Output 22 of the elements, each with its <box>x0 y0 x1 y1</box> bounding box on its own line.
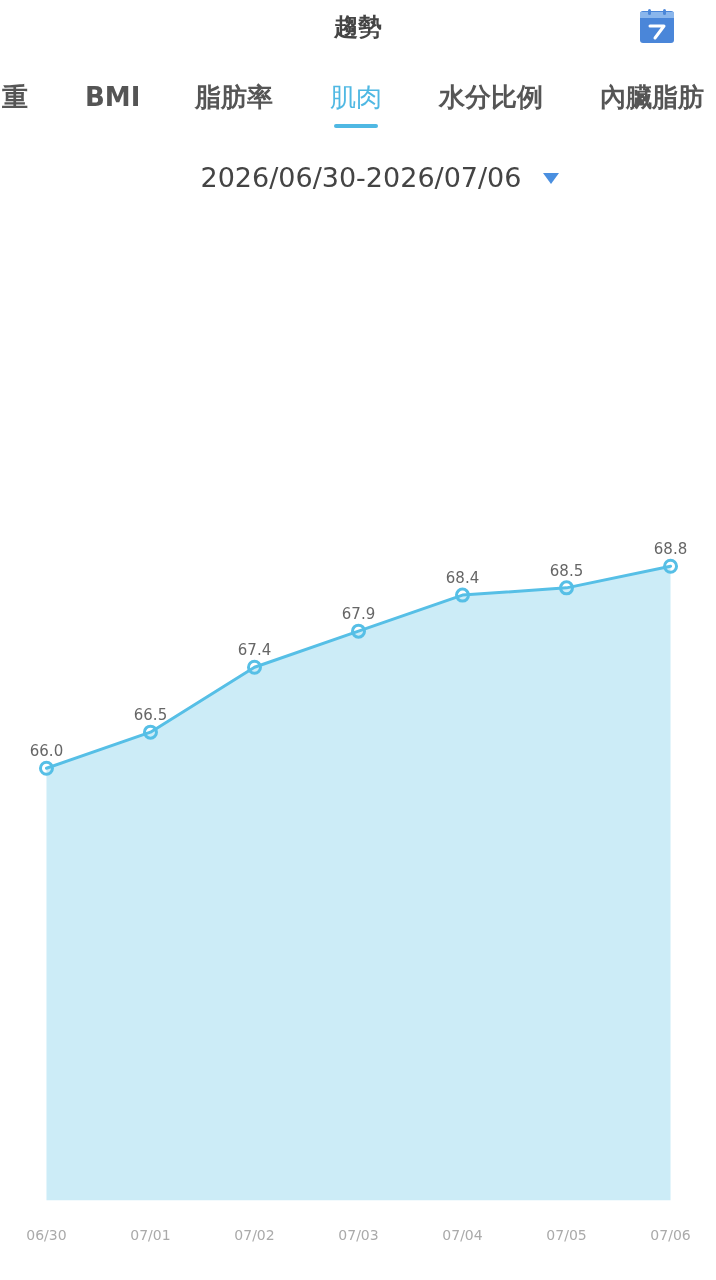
x-tick-label: 07/04 <box>442 1226 483 1243</box>
x-tick-label: 07/02 <box>234 1226 275 1243</box>
data-label: 66.5 <box>133 706 168 725</box>
data-label: 68.4 <box>445 569 480 588</box>
x-tick-label: 07/03 <box>338 1226 379 1243</box>
text: 內臟脂肪 <box>600 81 704 114</box>
chart-title: 趨勢 <box>333 12 383 43</box>
data-label: 68.8 <box>653 540 688 559</box>
text: 脂肪率 <box>195 81 273 114</box>
text: 肌肉 <box>330 81 382 114</box>
data-label: 66.0 <box>29 742 64 761</box>
x-tick-label: 07/01 <box>130 1226 171 1243</box>
text: 重 <box>2 81 28 114</box>
x-tick-label: 06/30 <box>26 1226 67 1243</box>
chart-subtitle: 2026/06/30-2026/07/06 <box>200 161 522 192</box>
text: 水分比例 <box>439 81 543 114</box>
data-label: 67.9 <box>341 605 376 624</box>
x-tick-label: 07/06 <box>650 1226 691 1243</box>
data-label: 67.4 <box>237 641 272 660</box>
x-tick-label: 07/05 <box>546 1226 587 1243</box>
data-label: 68.5 <box>549 561 584 580</box>
text: BMI <box>85 81 141 114</box>
